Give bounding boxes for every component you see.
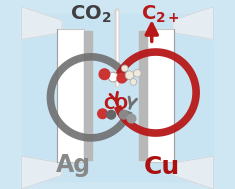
Circle shape [108,72,118,82]
Circle shape [133,69,141,77]
Text: Ag: Ag [56,153,91,177]
Text: Cu: Cu [143,155,180,179]
Circle shape [98,109,107,119]
Bar [147,29,174,162]
Polygon shape [173,156,213,189]
Circle shape [107,110,116,119]
Polygon shape [22,156,62,189]
Polygon shape [173,7,213,40]
Circle shape [119,110,128,119]
Circle shape [125,71,134,80]
Circle shape [127,114,136,123]
Text: $\mathbf{CO_2}$: $\mathbf{CO_2}$ [70,4,111,25]
Bar [139,31,147,160]
Circle shape [117,73,127,83]
Bar [22,14,213,181]
Circle shape [99,69,110,80]
Circle shape [121,65,128,72]
Circle shape [130,79,137,85]
Bar [84,31,92,160]
Bar [57,29,84,162]
Text: $\mathbf{C_{2+}}$: $\mathbf{C_{2+}}$ [141,4,180,25]
Text: $\mathbf{CO}$: $\mathbf{CO}$ [103,96,129,112]
Polygon shape [22,7,62,40]
